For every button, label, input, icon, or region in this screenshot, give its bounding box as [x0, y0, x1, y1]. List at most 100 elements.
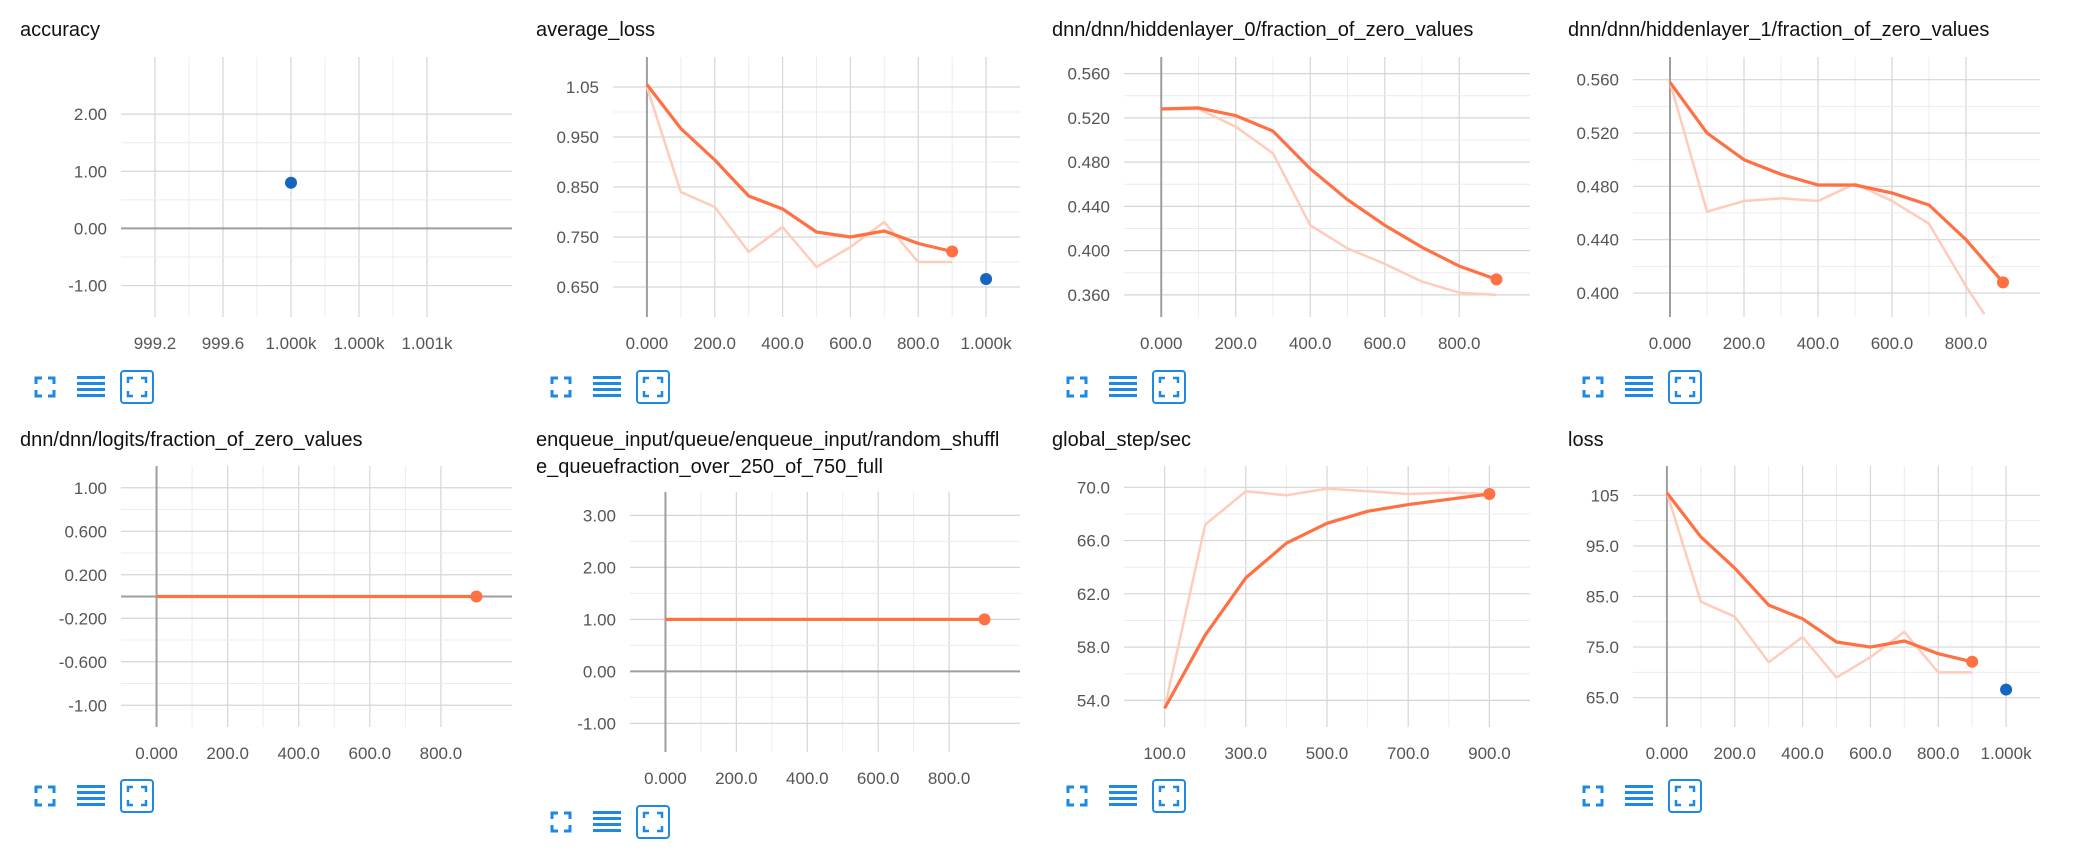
expand-icon[interactable] — [28, 370, 62, 404]
y-tick-label: 1.00 — [74, 162, 107, 181]
y-tick-label: 54.0 — [1077, 691, 1110, 710]
chart-toolbar — [1060, 779, 1186, 813]
x-tick-label: 0.000 — [1646, 744, 1689, 763]
x-tick-label: 600.0 — [1363, 334, 1406, 353]
y-tick-label: 58.0 — [1077, 638, 1110, 657]
y-tick-label: 2.00 — [583, 558, 616, 577]
x-tick-label: 1.000k — [961, 334, 1013, 353]
y-tick-label: 0.400 — [1576, 284, 1619, 303]
x-tick-label: 600.0 — [349, 744, 392, 763]
data-point — [946, 245, 959, 258]
data-list-icon[interactable] — [590, 805, 624, 839]
chart-title: dnn/dnn/hiddenlayer_0/fraction_of_zero_v… — [1052, 19, 1474, 41]
expand-icon[interactable] — [544, 370, 578, 404]
fit-domain-icon[interactable] — [636, 370, 670, 404]
data-point — [285, 176, 297, 189]
data-point — [1490, 273, 1503, 286]
chart-toolbar — [1060, 370, 1186, 404]
x-tick-label: 1.000k — [265, 334, 317, 353]
chart-toolbar — [28, 779, 154, 813]
x-tick-label: 600.0 — [1871, 334, 1914, 353]
y-tick-label: 0.480 — [1067, 153, 1110, 172]
data-list-icon[interactable] — [590, 370, 624, 404]
series-line-smoothed — [1161, 106, 1498, 281]
series-line-raw — [1163, 487, 1490, 709]
x-tick-label: 0.000 — [1649, 334, 1692, 353]
y-tick-label: 75.0 — [1586, 638, 1619, 657]
x-tick-label: 1.000k — [1981, 744, 2033, 763]
expand-icon[interactable] — [28, 779, 62, 813]
x-tick-label: 0.000 — [1140, 334, 1183, 353]
chart-title: dnn/dnn/logits/fraction_of_zero_values — [20, 429, 363, 451]
chart-toolbar — [1576, 779, 1702, 813]
x-tick-label: 800.0 — [1438, 334, 1481, 353]
expand-icon[interactable] — [544, 805, 578, 839]
expand-icon[interactable] — [1060, 779, 1094, 813]
y-tick-label: 0.950 — [556, 128, 599, 147]
chart-toolbar — [1576, 370, 1702, 404]
data-list-icon[interactable] — [1622, 370, 1656, 404]
fit-domain-icon[interactable] — [636, 805, 670, 839]
data-point — [1966, 655, 1979, 668]
data-list-icon[interactable] — [1106, 779, 1140, 813]
chart-toolbar — [28, 370, 154, 404]
x-tick-label: 800.0 — [897, 334, 940, 353]
y-tick-label: -1.00 — [68, 696, 107, 715]
fit-domain-icon[interactable] — [1152, 370, 1186, 404]
expand-icon[interactable] — [1576, 779, 1610, 813]
x-tick-label: 200.0 — [1723, 334, 1766, 353]
y-tick-label: 95.0 — [1586, 537, 1619, 556]
data-point — [980, 273, 993, 285]
chart-title: average_loss — [536, 19, 655, 41]
x-tick-label: 100.0 — [1143, 744, 1186, 763]
y-tick-label: 0.650 — [556, 278, 599, 297]
y-tick-label: 62.0 — [1077, 585, 1110, 604]
fit-domain-icon[interactable] — [1668, 370, 1702, 404]
x-tick-label: 1.001k — [401, 334, 453, 353]
y-tick-label: 0.200 — [64, 566, 107, 585]
x-tick-label: 400.0 — [761, 334, 804, 353]
x-tick-label: 400.0 — [786, 769, 829, 788]
fit-domain-icon[interactable] — [120, 779, 154, 813]
data-list-icon[interactable] — [1622, 779, 1656, 813]
x-tick-label: 600.0 — [829, 334, 872, 353]
expand-icon[interactable] — [1576, 370, 1610, 404]
fit-domain-icon[interactable] — [120, 370, 154, 404]
data-list-icon[interactable] — [74, 370, 108, 404]
y-tick-label: 0.850 — [556, 178, 599, 197]
x-tick-label: 800.0 — [420, 744, 463, 763]
chart-title: loss — [1568, 429, 1604, 451]
chart-title: global_step/sec — [1052, 429, 1191, 451]
x-tick-label: 200.0 — [715, 769, 758, 788]
chart-title: dnn/dnn/hiddenlayer_1/fraction_of_zero_v… — [1568, 19, 1990, 41]
data-point — [1997, 276, 2009, 289]
x-tick-label: 400.0 — [1289, 334, 1332, 353]
fit-domain-icon[interactable] — [1668, 779, 1702, 813]
y-tick-label: 66.0 — [1077, 532, 1110, 551]
x-tick-label: 200.0 — [1713, 744, 1756, 763]
data-list-icon[interactable] — [1106, 370, 1140, 404]
y-tick-label: 0.400 — [1067, 242, 1110, 261]
x-tick-label: 400.0 — [1797, 334, 1840, 353]
data-point — [1483, 487, 1496, 500]
y-tick-label: 70.0 — [1077, 478, 1110, 497]
y-tick-label: -1.00 — [68, 277, 107, 296]
y-tick-label: 0.360 — [1067, 286, 1110, 305]
y-tick-label: 0.520 — [1067, 109, 1110, 128]
x-tick-label: 300.0 — [1225, 744, 1268, 763]
series-line-smoothed — [645, 83, 953, 254]
chart-title: accuracy — [20, 19, 101, 41]
fit-domain-icon[interactable] — [1152, 779, 1186, 813]
data-list-icon[interactable] — [74, 779, 108, 813]
x-tick-label: 0.000 — [626, 334, 669, 353]
y-tick-label: 3.00 — [583, 506, 616, 525]
y-tick-label: 0.560 — [1067, 65, 1110, 84]
expand-icon[interactable] — [1060, 370, 1094, 404]
y-tick-label: 0.440 — [1576, 231, 1619, 250]
chart-title: enqueue_input/queue/enqueue_input/random… — [536, 429, 1000, 478]
series-line-smoothed — [1665, 491, 1973, 664]
